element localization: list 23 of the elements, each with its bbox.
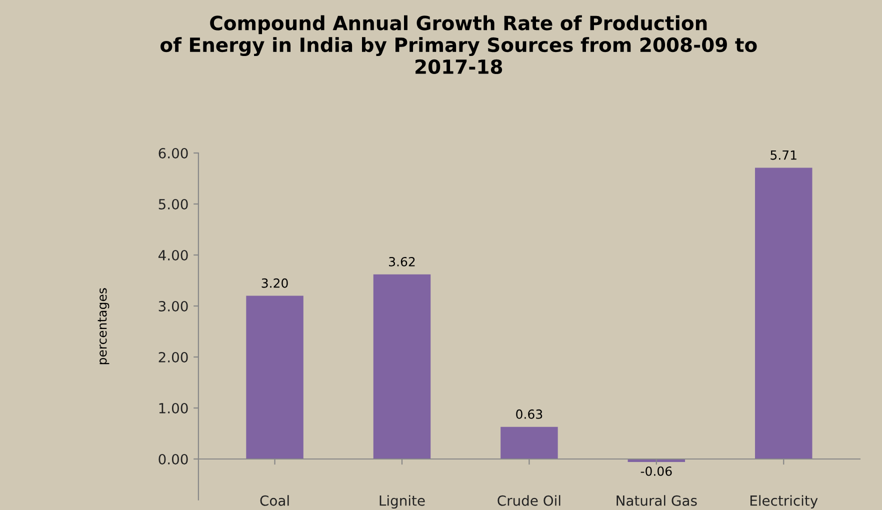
bar [373,274,431,459]
data-label: 3.62 [389,256,415,266]
data-label: 3.20 [262,278,288,288]
data-label: 5.71 [770,150,796,160]
y-tick-label: 0.00 [158,454,188,464]
x-tick-label: Coal [260,495,289,506]
x-tick-label: Crude Oil [498,495,560,506]
y-tick-label: 1.00 [159,402,188,414]
y-tick-label: 2.00 [158,352,188,362]
x-tick-label: Electricity [750,495,818,509]
y-tick-label: 3.00 [158,300,188,312]
data-label: 0.63 [516,409,542,419]
y-axis-title: percentages [98,288,110,364]
bar [246,296,304,459]
data-label: -0.06 [640,466,672,476]
x-tick-label: Natural Gas [616,495,697,506]
bar [755,168,812,459]
x-tick-label: Lignite [380,495,425,509]
y-tick-label: 5.00 [158,198,188,210]
chart-title: Compound Annual Growth Rate of Production of Energy in India by Primary Sources from 2008-09 to 2017-18 [160,15,757,74]
y-tick-label: 6.00 [158,148,188,158]
bar [500,426,558,459]
y-tick-label: 4.00 [158,250,188,260]
